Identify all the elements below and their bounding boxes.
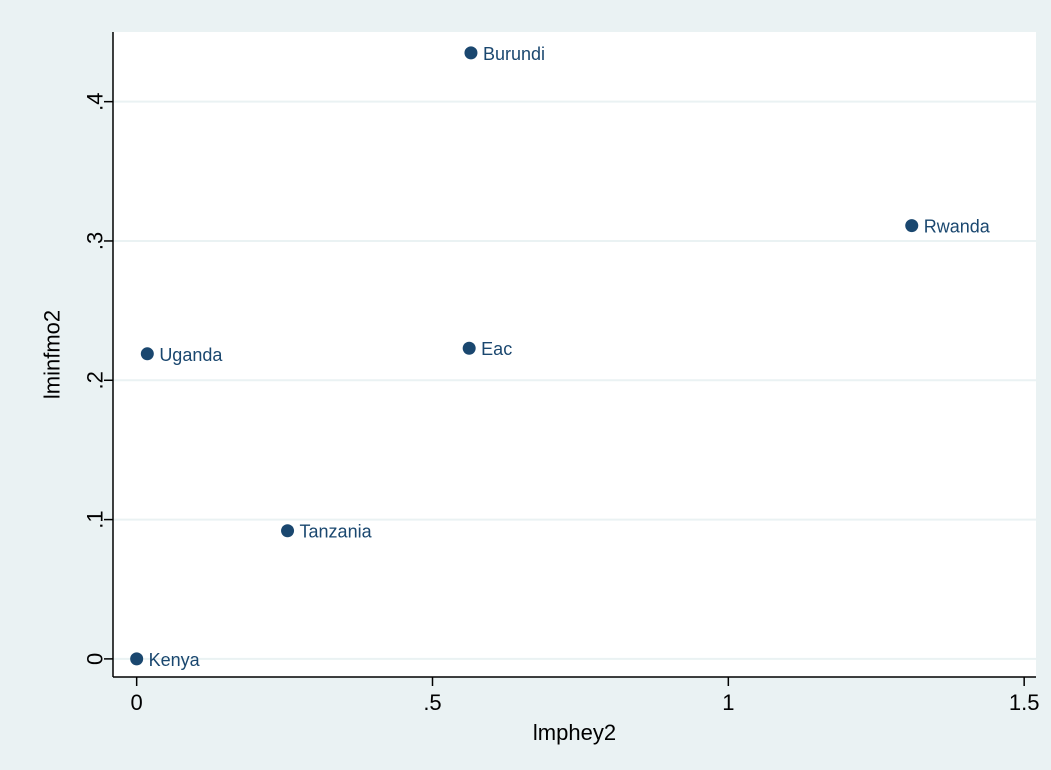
y-tick-label: .1: [83, 510, 108, 528]
x-tick-label: 1.5: [1009, 690, 1040, 715]
plot-area: [113, 32, 1036, 677]
point-label: Eac: [481, 339, 512, 359]
x-tick-label: 0: [131, 690, 143, 715]
point-label: Tanzania: [300, 522, 373, 542]
grid-lines: [113, 100, 1036, 660]
data-point: [905, 219, 919, 233]
data-point: [130, 652, 144, 666]
y-tick-label: .3: [83, 232, 108, 250]
tick-labels: 0 .5 1 1.5 0 .1 .2 .3 .4: [83, 92, 1040, 715]
data-point: [140, 347, 154, 361]
point-label: Uganda: [159, 345, 223, 365]
y-axis-title: lminfmo2: [40, 310, 65, 399]
x-tick-label: 1: [722, 690, 734, 715]
x-tick-label: .5: [423, 690, 441, 715]
axes: [104, 32, 1036, 686]
data-point: [462, 341, 476, 355]
y-tick-label: 0: [83, 653, 108, 665]
data-point: [281, 524, 295, 538]
data-points: Burundi Rwanda Eac Uganda Tanzania Kenya: [130, 44, 991, 670]
point-label: Rwanda: [924, 217, 991, 237]
point-label: Kenya: [149, 650, 201, 670]
data-point: [464, 46, 478, 60]
y-tick-label: .4: [83, 92, 108, 110]
y-tick-label: .2: [83, 371, 108, 389]
point-label: Burundi: [483, 44, 545, 64]
x-axis-title: lmphey2: [533, 720, 616, 745]
